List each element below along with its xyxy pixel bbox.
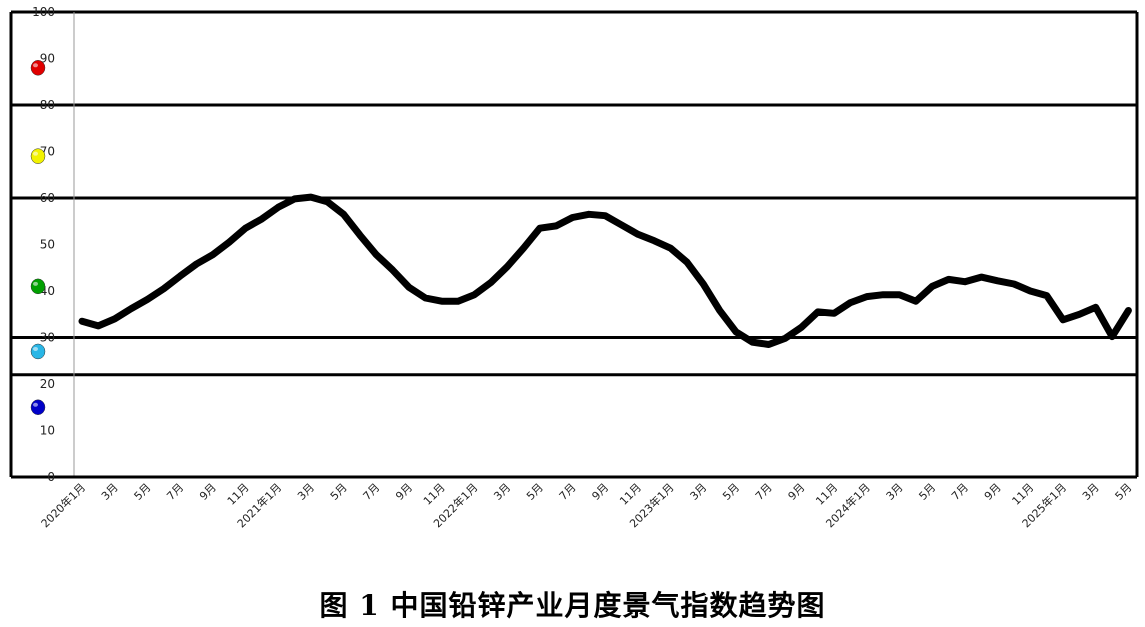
zone-boundaries bbox=[11, 10, 1137, 377]
y-tick-label: 60 bbox=[40, 191, 55, 205]
x-tick-label: 2020年1月 bbox=[38, 480, 88, 530]
axes bbox=[9, 12, 1139, 479]
series-line bbox=[78, 193, 1132, 348]
zone-marker bbox=[30, 148, 46, 164]
x-tick-label: 5月 bbox=[328, 481, 350, 503]
y-tick-label: 20 bbox=[40, 377, 55, 391]
x-tick-label: 3月 bbox=[99, 481, 121, 503]
x-tick-label: 9月 bbox=[393, 481, 415, 503]
y-tick-label: 90 bbox=[40, 52, 55, 66]
zone-marker-highlight bbox=[33, 63, 38, 68]
x-tick-label: 5月 bbox=[916, 481, 938, 503]
x-tick-label: 3月 bbox=[884, 481, 906, 503]
x-tick-label: 11月 bbox=[1010, 481, 1037, 508]
x-tick-label: 3月 bbox=[295, 481, 317, 503]
y-tick-label: 50 bbox=[40, 238, 55, 252]
x-tick-label: 9月 bbox=[786, 481, 808, 503]
x-tick-label: 11月 bbox=[421, 481, 448, 508]
zone-marker bbox=[30, 60, 46, 76]
zone-marker-highlight bbox=[33, 346, 38, 351]
y-tick-label: 80 bbox=[40, 98, 55, 112]
zone-marker-highlight bbox=[33, 151, 38, 156]
x-tick-label: 11月 bbox=[813, 481, 840, 508]
x-tick-label: 5月 bbox=[1113, 481, 1135, 503]
x-tick-label: 7月 bbox=[164, 481, 186, 503]
x-tick-label: 5月 bbox=[720, 481, 742, 503]
y-tick-label: 10 bbox=[40, 424, 55, 438]
zone-marker-highlight bbox=[33, 281, 38, 286]
x-tick-label: 11月 bbox=[225, 481, 252, 508]
x-tick-label: 9月 bbox=[982, 481, 1004, 503]
x-tick-label: 7月 bbox=[557, 481, 579, 503]
x-tick-label: 11月 bbox=[617, 481, 644, 508]
series-lines bbox=[78, 193, 1132, 348]
zone-markers bbox=[30, 60, 46, 415]
y-tick-label: 30 bbox=[40, 331, 55, 345]
zone-marker bbox=[30, 278, 46, 295]
x-tick-label: 5月 bbox=[132, 481, 154, 503]
x-tick-label: 7月 bbox=[949, 481, 971, 503]
x-tick-label: 9月 bbox=[197, 481, 219, 503]
zone-marker bbox=[30, 343, 46, 360]
x-tick-label: 7月 bbox=[753, 481, 775, 503]
x-tick-label: 9月 bbox=[589, 481, 611, 503]
y-tick-label: 0 bbox=[47, 470, 55, 484]
x-tick-label: 3月 bbox=[491, 481, 513, 503]
chart-caption: 图 1 中国铅锌产业月度景气指数趋势图 bbox=[319, 589, 826, 622]
x-tick-label: 5月 bbox=[524, 481, 546, 503]
zone-marker-highlight bbox=[33, 402, 38, 407]
x-tick-label: 3月 bbox=[1080, 481, 1102, 503]
y-tick-label: 100 bbox=[32, 5, 55, 19]
x-tick-label: 3月 bbox=[688, 481, 710, 503]
zone-marker bbox=[30, 399, 46, 415]
x-tick-label: 7月 bbox=[361, 481, 383, 503]
